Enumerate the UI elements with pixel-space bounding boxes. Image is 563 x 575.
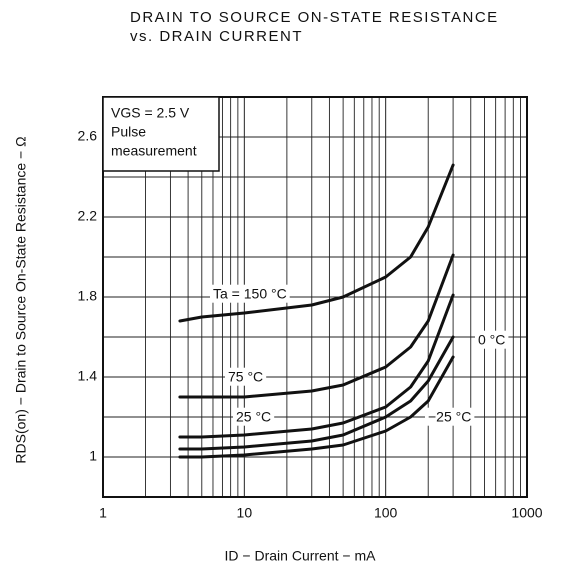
series-label-bg: [425, 407, 475, 426]
series-label: 0 °C: [478, 332, 505, 348]
y-tick-label: 1.4: [78, 368, 98, 384]
series-label: −25 °C: [428, 409, 471, 425]
plot-area: VGS = 2.5 V Pulse measurement Ta = 150 °C 75…: [102, 96, 528, 498]
series-label-bg: [210, 284, 290, 303]
series-label-bg: [233, 407, 275, 426]
curve: [178, 163, 455, 323]
series-label: 25 °C: [236, 409, 271, 425]
annotation: measurement: [111, 143, 197, 159]
x-tick-label: 1000: [511, 505, 542, 521]
curve: [178, 335, 455, 451]
series-label-bg: [225, 367, 267, 386]
x-tick-label: 100: [374, 505, 398, 521]
series-label: 75 °C: [228, 369, 263, 385]
chart-subtitle: vs. DRAIN CURRENT: [130, 28, 303, 45]
curve: [178, 293, 455, 439]
y-axis-label: RDS(on) − Drain to Source On-State Resis…: [13, 136, 29, 463]
series-label: Ta = 150 °C: [213, 286, 287, 302]
series-label-bg: [475, 330, 509, 349]
y-tick-label: 1.8: [78, 288, 98, 304]
annotation: Pulse: [111, 124, 146, 140]
curve: [178, 355, 455, 459]
chart-title: DRAIN TO SOURCE ON-STATE RESISTANCE: [130, 9, 499, 26]
x-tick-label: 1: [99, 505, 107, 521]
y-tick-label: 2.2: [78, 208, 98, 224]
x-axis-label: ID − Drain Current − mA: [225, 548, 377, 564]
annotation: VGS = 2.5 V: [111, 105, 190, 121]
y-tick-label: 2.6: [78, 128, 98, 144]
annotation-box: [102, 96, 220, 172]
y-tick-label: 1: [89, 448, 97, 464]
curve: [178, 253, 455, 399]
plot-frame: [102, 96, 528, 498]
x-tick-label: 10: [237, 505, 253, 521]
